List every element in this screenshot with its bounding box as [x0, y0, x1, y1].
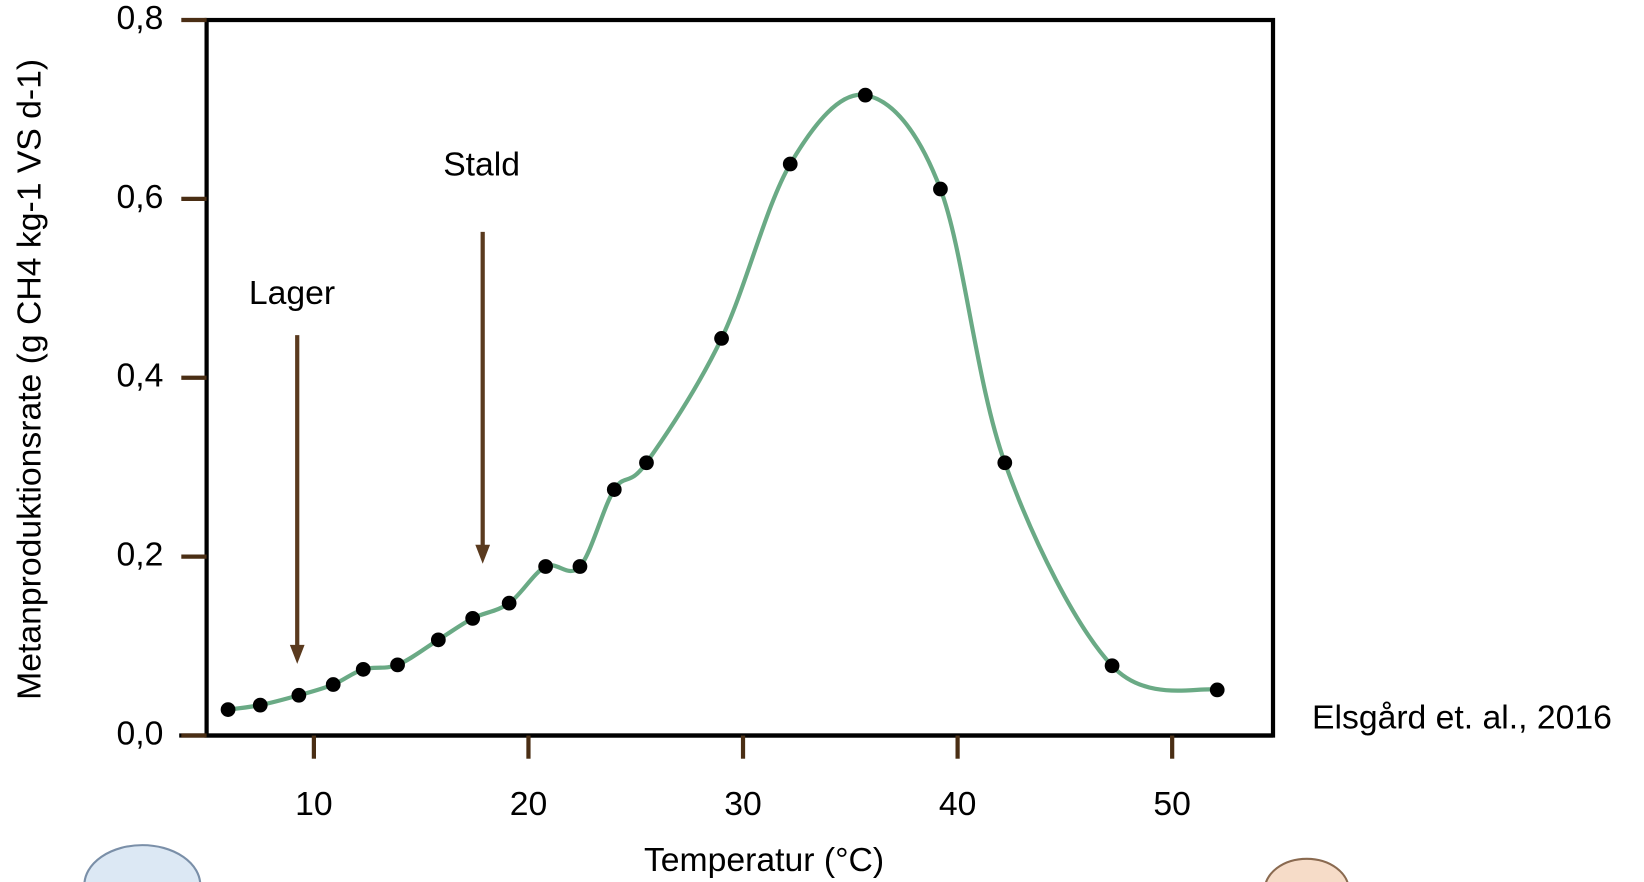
- y-tick-label: 0,0: [117, 714, 164, 752]
- x-tick-label: 30: [724, 785, 762, 823]
- data-point: [390, 657, 405, 673]
- data-point: [639, 455, 654, 471]
- source: Elsgård et. al., 2016: [1312, 699, 1612, 737]
- data-point: [355, 661, 371, 677]
- data-point: [1104, 658, 1120, 674]
- data-point: [220, 702, 236, 717]
- data-point: [1209, 682, 1225, 698]
- y-tick-label: 0,4: [117, 357, 164, 395]
- arrow-lager: [289, 335, 305, 664]
- y-axis-label: Metanproduktionsrate (g CH4 kg-1 VS d-1): [11, 59, 49, 700]
- data-point: [325, 677, 341, 692]
- x-tick-label: 20: [510, 785, 548, 823]
- arrow-stald: [475, 231, 491, 564]
- data-point: [501, 595, 517, 611]
- annotation: Stald: [443, 145, 520, 183]
- data-point: [252, 697, 268, 713]
- data-point: [857, 87, 873, 103]
- data-line: [227, 92, 1218, 712]
- data-point: [933, 181, 948, 197]
- y-tick-label: 0,6: [117, 178, 164, 216]
- data-point: [782, 156, 798, 172]
- data-point: [606, 482, 622, 497]
- x-tick-label: 40: [939, 785, 977, 823]
- decor-cartoon: [83, 844, 1349, 882]
- y-tick-label: 0,2: [117, 536, 164, 574]
- x-tick-label: 50: [1153, 785, 1191, 823]
- data-point: [997, 455, 1013, 471]
- x-axis-label: Temperatur (°C): [644, 841, 884, 879]
- data-point: [538, 559, 553, 574]
- data-point: [465, 610, 481, 626]
- y-tick-label: 0,8: [117, 0, 164, 37]
- x-tick-label: 10: [295, 785, 333, 823]
- data-point: [291, 687, 307, 703]
- data-point: [714, 331, 729, 346]
- plot-frame: [204, 17, 1276, 738]
- annotation: Lager: [249, 274, 335, 312]
- data-point: [572, 559, 588, 574]
- data-point: [430, 632, 446, 648]
